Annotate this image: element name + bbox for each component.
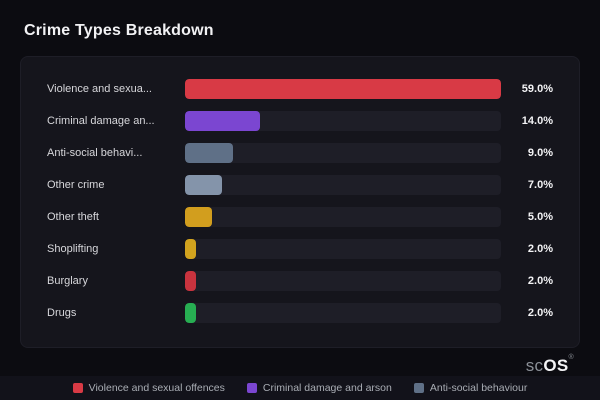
value-label: 7.0% — [527, 179, 553, 191]
category-label: Other theft — [47, 211, 99, 223]
chart-row: Anti-social behavi... 9.0% — [47, 137, 553, 169]
bar[interactable] — [185, 239, 196, 259]
chart-row: Burglary 2.0% — [47, 265, 553, 297]
legend-swatch-icon — [246, 383, 257, 393]
registered-mark-icon: ® — [568, 354, 574, 361]
logo-prefix: sc — [525, 356, 544, 375]
chart-card: Violence and sexua... 59.0% Criminal damag… — [20, 56, 580, 348]
bar[interactable] — [185, 111, 260, 131]
bar[interactable] — [185, 175, 223, 195]
page-header: Crime Types Breakdown — [0, 0, 600, 56]
bar-track — [185, 79, 501, 99]
category-label: Criminal damage an... — [47, 115, 155, 127]
value-label: 2.0% — [527, 275, 553, 287]
bar[interactable] — [185, 207, 212, 227]
bar[interactable] — [185, 79, 501, 99]
category-label: Other crime — [47, 179, 105, 191]
legend-item[interactable]: Criminal damage and arson — [246, 382, 392, 394]
bar[interactable] — [185, 303, 196, 323]
page-title: Crime Types Breakdown — [24, 22, 214, 39]
bar[interactable] — [185, 143, 234, 163]
chart-row: Criminal damage an... 14.0% — [47, 105, 553, 137]
legend-swatch-icon — [72, 383, 83, 393]
value-label: 2.0% — [527, 243, 553, 255]
category-label: Drugs — [47, 307, 77, 319]
legend-item[interactable]: Anti-social behaviour — [413, 382, 528, 394]
bar-track — [185, 239, 501, 259]
logo-suffix: OS — [543, 356, 569, 375]
chart-legend: Violence and sexual offences Criminal dam… — [0, 376, 600, 400]
legend-item[interactable]: Violence and sexual offences — [72, 382, 225, 394]
value-label: 14.0% — [521, 115, 553, 127]
chart-row: Other theft 5.0% — [47, 201, 553, 233]
legend-label: Anti-social behaviour — [429, 382, 528, 394]
chart-row: Shoplifting 2.0% — [47, 233, 553, 265]
category-label: Anti-social behavi... — [47, 147, 143, 159]
scos-logo: scOS® — [525, 354, 574, 376]
value-label: 5.0% — [527, 211, 553, 223]
chart-row: Drugs 2.0% — [47, 297, 553, 329]
legend-label: Criminal damage and arson — [262, 382, 392, 394]
chart-row: Violence and sexua... 59.0% — [47, 73, 553, 105]
bar-track — [185, 207, 501, 227]
category-label: Shoplifting — [47, 243, 99, 255]
value-label: 59.0% — [521, 83, 553, 95]
chart-row: Other crime 7.0% — [47, 169, 553, 201]
legend-swatch-icon — [413, 383, 424, 393]
bar-track — [185, 271, 501, 291]
bar-track — [185, 111, 501, 131]
value-label: 9.0% — [527, 147, 553, 159]
bar[interactable] — [185, 271, 196, 291]
bar-chart: Violence and sexua... 59.0% Criminal damag… — [47, 73, 553, 329]
bar-track — [185, 143, 501, 163]
bar-track — [185, 175, 501, 195]
category-label: Burglary — [47, 275, 88, 287]
value-label: 2.0% — [527, 307, 553, 319]
category-label: Violence and sexua... — [47, 83, 152, 95]
legend-label: Violence and sexual offences — [88, 382, 225, 394]
bar-track — [185, 303, 501, 323]
